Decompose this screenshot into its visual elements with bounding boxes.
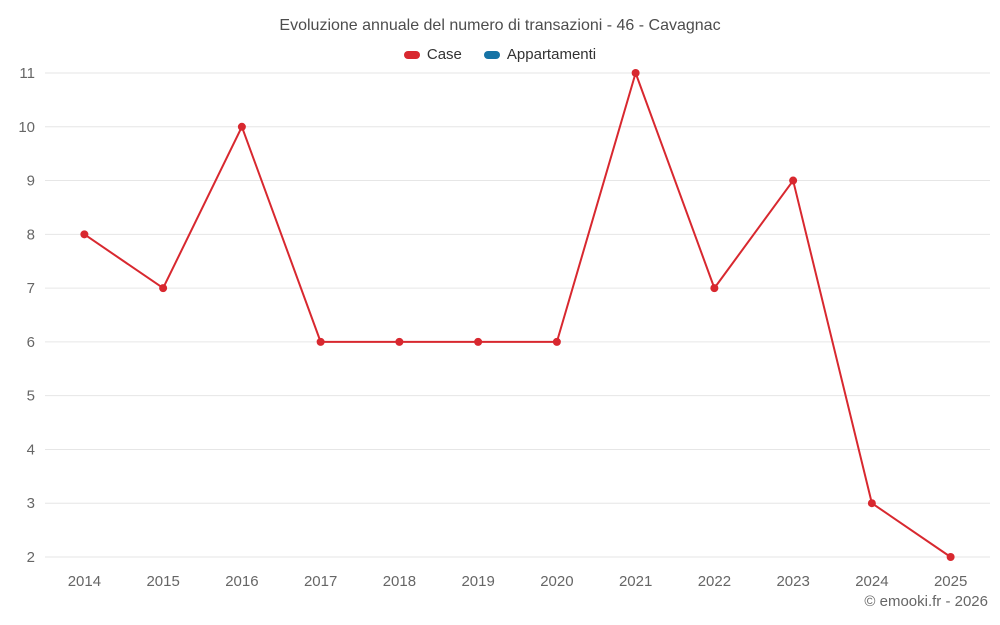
y-axis-tick-label: 5 <box>27 388 35 405</box>
data-point[interactable] <box>316 337 325 346</box>
y-axis-tick-label: 10 <box>18 119 35 136</box>
y-axis-tick-label: 3 <box>27 495 35 512</box>
x-axis-tick-label: 2022 <box>698 573 731 590</box>
chart-title: Evoluzione annuale del numero di transaz… <box>279 17 721 34</box>
y-axis-tick-label: 8 <box>27 226 35 243</box>
data-point[interactable] <box>552 337 561 346</box>
x-axis-tick-label: 2016 <box>225 573 258 590</box>
y-axis-tick-label: 9 <box>27 173 35 190</box>
data-point[interactable] <box>789 176 798 185</box>
data-point[interactable] <box>474 337 483 346</box>
y-axis-tick-label: 4 <box>27 441 35 458</box>
y-axis-tick-label: 2 <box>27 549 35 566</box>
case-series-swatch-icon <box>403 50 420 59</box>
data-point[interactable] <box>867 499 876 508</box>
data-point[interactable] <box>159 284 168 293</box>
y-axis-tick-label: 7 <box>27 280 35 297</box>
x-axis-tick-label: 2020 <box>540 573 573 590</box>
x-axis-tick-label: 2014 <box>68 573 101 590</box>
x-axis-tick-label: 2025 <box>934 573 967 590</box>
y-axis-tick-label: 6 <box>27 334 35 351</box>
copyright: © emooki.fr - 2026 <box>864 593 988 610</box>
legend-label-case: Case <box>426 46 462 63</box>
series-line-case <box>83 72 952 558</box>
legend-item-case[interactable]: Case <box>403 46 462 63</box>
x-axis-tick-label: 2024 <box>855 573 888 590</box>
data-point[interactable] <box>237 122 246 131</box>
x-axis-tick-label: 2023 <box>776 573 809 590</box>
data-point[interactable] <box>395 337 404 346</box>
legend-label-appartamenti: Appartamenti <box>506 46 597 63</box>
legend: Case Appartamenti <box>0 46 1000 63</box>
y-axis-tick-label: 11 <box>19 65 35 82</box>
x-axis-tick-label: 2018 <box>383 573 416 590</box>
legend-item-appartamenti[interactable]: Appartamenti <box>483 46 597 63</box>
data-point[interactable] <box>710 284 719 293</box>
x-axis-tick-label: 2021 <box>619 573 652 590</box>
appartamenti-series-swatch-icon <box>483 50 500 59</box>
data-point[interactable] <box>631 69 640 77</box>
data-point[interactable] <box>946 553 955 561</box>
x-axis-tick-label: 2015 <box>146 573 179 590</box>
data-point[interactable] <box>80 230 89 239</box>
x-axis-tick-label: 2019 <box>461 573 494 590</box>
x-axis-tick-label: 2017 <box>304 573 337 590</box>
